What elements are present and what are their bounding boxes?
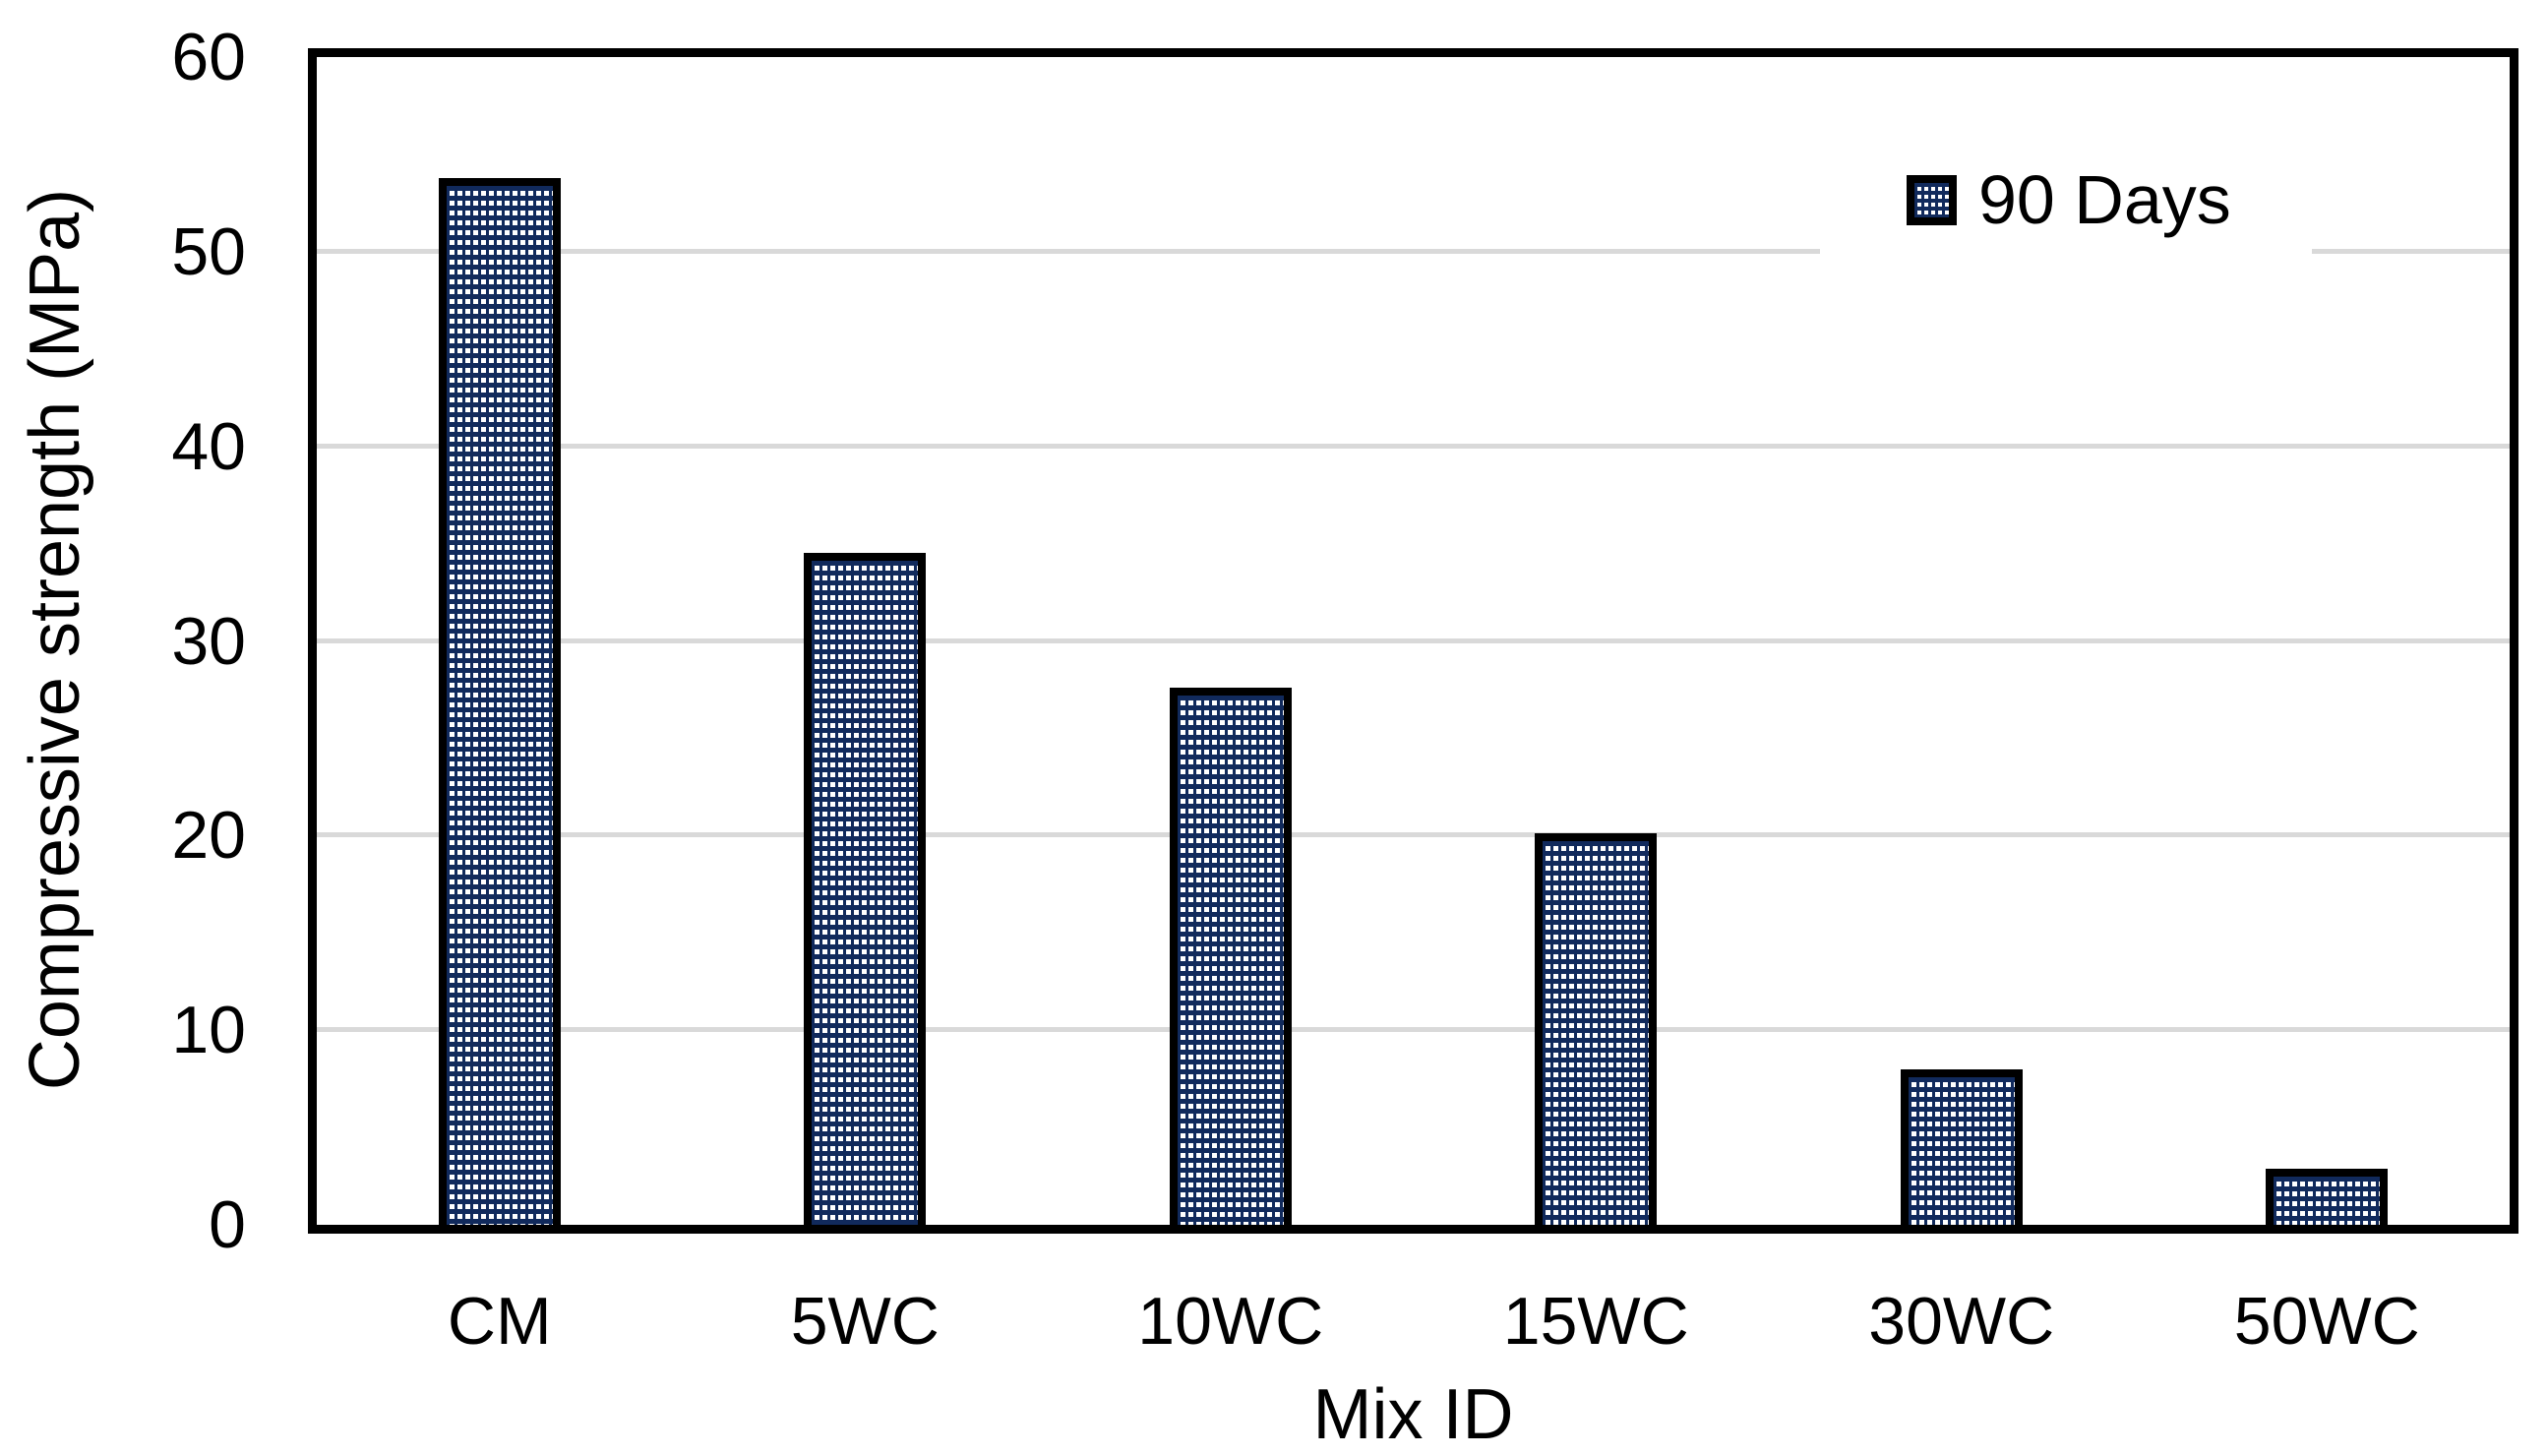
- x-category-label-5wc: 5WC: [790, 1284, 940, 1359]
- x-category-label-30wc: 30WC: [1868, 1284, 2055, 1359]
- bar-slot-cm: [317, 57, 683, 1225]
- gridlines-layer: [317, 57, 2510, 1225]
- legend-series-label: 90 Days: [1978, 161, 2231, 238]
- legend-swatch-pattern: [1907, 174, 1957, 225]
- y-tick-label-20: 20: [171, 798, 246, 873]
- y-tick-label-60: 60: [171, 20, 246, 94]
- x-axis-category-labels: CM 5WC 10WC 15WC 30WC 50WC: [317, 1281, 2510, 1362]
- gridline-50: [317, 248, 2510, 254]
- y-tick-label-10: 10: [171, 993, 246, 1067]
- y-tick-label-30: 30: [171, 604, 246, 679]
- y-tick-label-50: 50: [171, 214, 246, 289]
- bar-slot-30wc: [1779, 57, 2145, 1225]
- gridline-20: [317, 832, 2510, 838]
- gridline-30: [317, 637, 2510, 643]
- plot-area: 90 Days: [308, 48, 2518, 1234]
- gridline-40: [317, 443, 2510, 449]
- x-category-label-50wc: 50WC: [2233, 1284, 2420, 1359]
- x-axis-title: Mix ID: [1312, 1375, 1514, 1454]
- bar-30wc: [1900, 1068, 2023, 1225]
- x-category-label-cm: CM: [447, 1284, 552, 1359]
- gridline-10: [317, 1027, 2510, 1033]
- x-category-label-10wc: 10WC: [1137, 1284, 1324, 1359]
- bar-slot-10wc: [1048, 57, 1414, 1225]
- bar-slot-50wc: [2145, 57, 2511, 1225]
- bar-5wc: [804, 553, 927, 1225]
- bar-slot-5wc: [683, 57, 1049, 1225]
- bar-cm: [438, 177, 561, 1225]
- y-axis-tick-labels: 0 10 20 30 40 50 60: [0, 0, 246, 1456]
- x-category-label-15wc: 15WC: [1502, 1284, 1689, 1359]
- bar-15wc: [1535, 833, 1658, 1225]
- bar-slot-15wc: [1414, 57, 1780, 1225]
- y-tick-label-40: 40: [171, 409, 246, 484]
- bar-10wc: [1169, 687, 1292, 1225]
- y-tick-label-0: 0: [209, 1187, 246, 1262]
- bars-layer: [317, 57, 2510, 1225]
- legend: 90 Days: [1820, 134, 2312, 266]
- bar-50wc: [2266, 1168, 2389, 1225]
